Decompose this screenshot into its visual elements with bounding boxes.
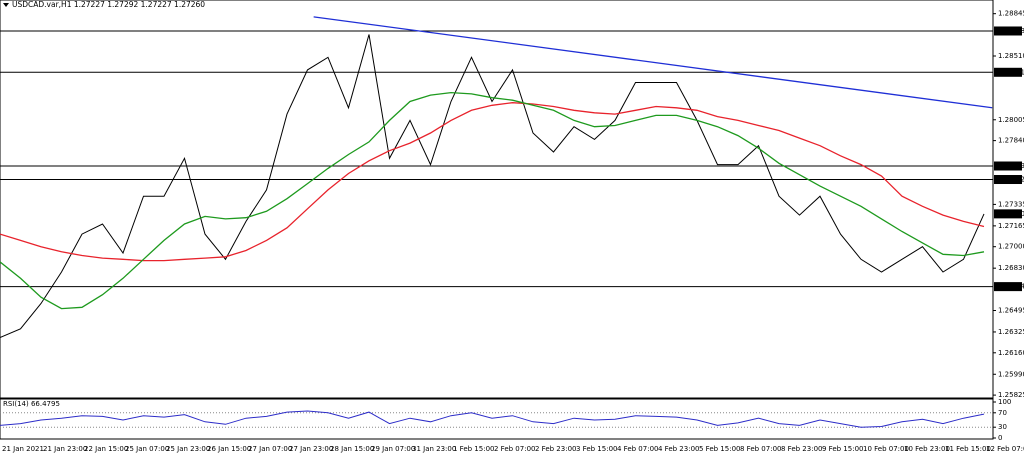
x-tick-label: 29 Jan 07:00 [371,445,415,453]
chart-title: USDCAD.var,H1 1.27227 1.27292 1.27227 1.… [12,0,205,9]
y-tick-label: 1.28005 [998,116,1024,124]
x-tick-label: 4 Feb 07:00 [617,445,658,453]
x-tick-label: 5 Feb 15:00 [699,445,740,453]
x-tick-label: 2 Feb 23:00 [535,445,576,453]
level-label: 1.27639 [996,162,1024,170]
x-tick-label: 21 Jan 23:00 [43,445,87,453]
x-tick-label: 1 Feb 15:00 [453,445,494,453]
current-price-box [994,209,1022,219]
x-tick-label: 22 Jan 15:00 [84,445,128,453]
x-tick-label: 25 Jan 07:00 [125,445,169,453]
price-line [0,34,985,339]
y-tick-label: 1.27840 [998,137,1024,145]
x-tick-label: 8 Feb 23:00 [781,445,822,453]
level-label: 1.26684 [996,283,1024,291]
level-label: 1.28381 [996,68,1024,76]
y-tick-label: 1.28845 [998,10,1024,18]
x-tick-label: 4 Feb 23:00 [658,445,699,453]
level-box [994,175,1022,185]
level-label: 1.27532 [996,176,1024,184]
y-tick-label: 1.28510 [998,52,1024,60]
x-tick-label: 10 Feb 23:00 [904,445,950,453]
y-tick-label: 1.26325 [998,328,1024,336]
level-box [994,161,1022,171]
y-tick-label: 1.26160 [998,349,1024,357]
x-tick-label: 8 Feb 07:00 [740,445,781,453]
rsi-frame [0,398,994,440]
x-tick-label: 21 Jan 2021 [2,445,44,453]
level-box [994,26,1022,36]
y-tick-label: 1.26830 [998,264,1024,272]
y-tick-label: 70 [998,409,1007,417]
price-line [0,91,985,310]
trendline [313,16,993,109]
level-box [994,67,1022,77]
x-tick-label: 11 Feb 15:00 [945,445,991,453]
y-tick-label: 100 [998,398,1011,406]
rsi-title: RSI(14) 66.4795 [3,400,60,408]
level-box [994,282,1022,292]
y-tick-label: 1.27165 [998,222,1024,230]
y-tick-label: 1.25825 [998,391,1024,399]
x-tick-label: 27 Jan 23:00 [289,445,333,453]
x-tick-label: 12 Feb 07:00 [986,445,1024,453]
current-price-label: 1.27260 [996,210,1024,218]
x-tick-label: 3 Feb 15:00 [576,445,617,453]
price-frame [0,0,994,399]
y-tick-label: 1.27000 [998,243,1024,251]
y-tick-label: 30 [998,423,1007,431]
menu-arrow [3,3,9,7]
x-tick-label: 31 Jan 23:00 [412,445,456,453]
y-tick-label: 1.27335 [998,200,1024,208]
price-line [0,102,985,262]
x-tick-label: 25 Jan 23:00 [166,445,210,453]
x-tick-label: 2 Feb 07:00 [494,445,535,453]
x-tick-label: 10 Feb 07:00 [863,445,909,453]
level-label: 1.28708 [996,27,1024,35]
x-tick-label: 27 Jan 07:00 [248,445,292,453]
x-tick-label: 28 Jan 15:00 [330,445,374,453]
rsi-line [0,410,985,428]
y-tick-label: 1.26495 [998,306,1024,314]
y-tick-label: 0 [998,434,1002,442]
y-tick-label: 1.25990 [998,370,1024,378]
x-tick-label: 9 Feb 15:00 [822,445,863,453]
x-tick-label: 26 Jan 15:00 [207,445,251,453]
